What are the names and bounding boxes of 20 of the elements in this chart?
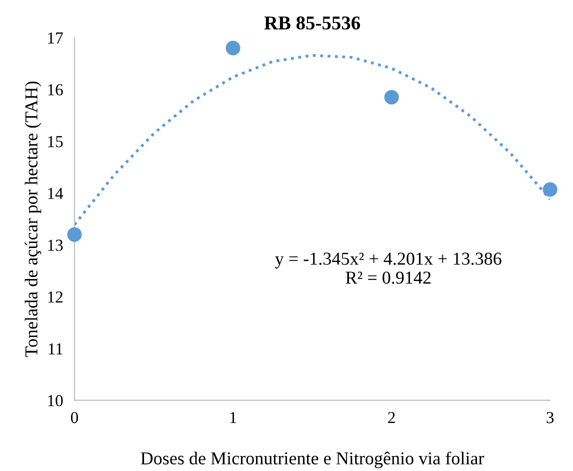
y-axis-title: Tonelada de açúcar por hectare (TAH) [24, 82, 42, 357]
point [226, 40, 240, 56]
annotation: y = -1.345x² + 4.201x + 13.386 R² = 0.9142 [275, 252, 502, 284]
chart-title: RB 85-5536 [264, 16, 360, 30]
y-tick-label: 11 [48, 343, 62, 354]
x-tick-label: 0 [70, 412, 78, 424]
x-tick-label: 3 [546, 412, 554, 424]
y-tick-label: 16 [48, 84, 63, 96]
x-tick-label: 2 [388, 412, 395, 424]
y-tick-label: 15 [48, 136, 63, 148]
y-tick-label: 17 [48, 32, 63, 44]
y-tick-label: 13 [48, 240, 63, 251]
y-tick-label: 14 [48, 188, 64, 199]
point [542, 182, 558, 197]
y-tick-label: 10 [48, 395, 63, 406]
point [384, 90, 399, 105]
y-tick-label: 12 [48, 291, 62, 303]
x-tick-label: 1 [230, 412, 236, 424]
x-axis-title: Doses de Micronutriente e Nitrogênio via foliar [140, 452, 484, 468]
point [67, 227, 82, 242]
